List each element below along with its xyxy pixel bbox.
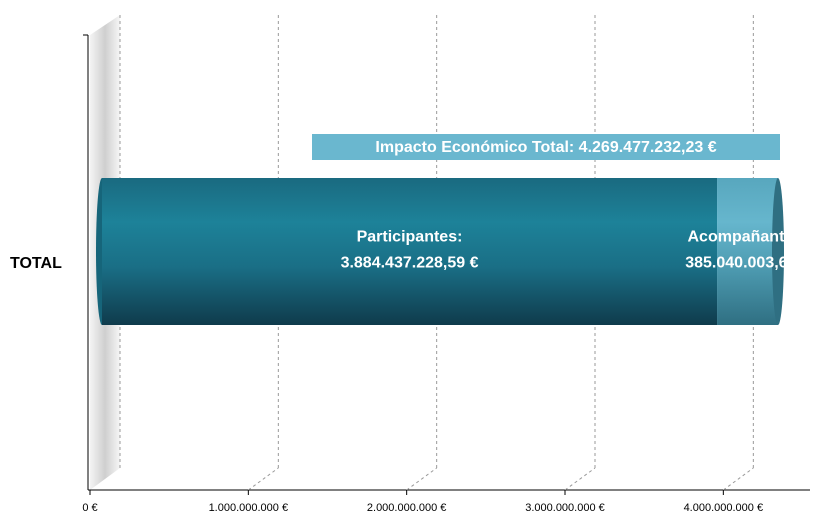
x-tick-label: 2.000.000.000 €	[367, 502, 447, 514]
grid-line	[564, 467, 596, 491]
value-label: 385.040.003,64 €	[685, 255, 810, 272]
annotation-box	[312, 134, 780, 160]
x-tick-label: 4.000.000.000 €	[684, 502, 764, 514]
grid-line	[406, 467, 437, 491]
x-tick-label: 1.000.000.000 €	[209, 502, 289, 514]
x-tick-label: 0 €	[82, 502, 97, 514]
x-tick-label: 3.000.000.000 €	[525, 502, 605, 514]
bar-segment	[102, 178, 718, 325]
series-label: Acompañantes:	[688, 229, 808, 246]
category-label: TOTAL	[10, 255, 62, 272]
grid-line	[248, 467, 279, 491]
value-label: 3.884.437.228,59 €	[341, 255, 479, 272]
bar-segment	[717, 178, 779, 325]
bar-cap	[772, 178, 785, 325]
series-label: Participantes:	[357, 229, 463, 246]
grid-line	[723, 467, 754, 491]
annotation: Impacto Económico Total: 4.269.477.232,2…	[375, 139, 716, 156]
